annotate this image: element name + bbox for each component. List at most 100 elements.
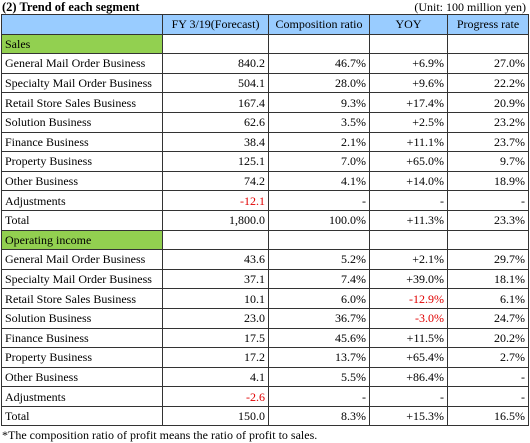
value-cell: - bbox=[447, 366, 529, 388]
value-cell: -2.6 bbox=[162, 386, 269, 407]
value-cell: +9.6% bbox=[369, 72, 448, 94]
header-cell: FY 3/19(Forecast) bbox=[162, 14, 269, 35]
value-cell: 5.5% bbox=[268, 366, 370, 388]
value-cell: 9.7% bbox=[447, 151, 529, 172]
value-cell: +11.5% bbox=[369, 327, 448, 349]
value-cell: 7.0% bbox=[268, 151, 370, 172]
value-cell: 167.4 bbox=[162, 92, 269, 113]
data-row: Solution Business 23.0 36.7% -3.0% 24.7% bbox=[1, 307, 529, 329]
value-cell: -12.9% bbox=[369, 288, 448, 309]
value-cell: 38.4 bbox=[162, 131, 269, 153]
empty-cell bbox=[268, 229, 370, 251]
value-cell: 36.7% bbox=[268, 307, 370, 329]
value-cell: 2.7% bbox=[447, 347, 529, 368]
value-cell: 46.7% bbox=[268, 53, 370, 74]
data-row: Other Business 74.2 4.1% +14.0% 18.9% bbox=[1, 170, 529, 192]
value-cell: 13.7% bbox=[268, 347, 370, 368]
data-row: Retail Store Sales Business 10.1 6.0% -12.9… bbox=[1, 288, 529, 309]
value-cell: 20.9% bbox=[447, 92, 529, 113]
section-title: (2) Trend of each segment bbox=[2, 0, 140, 14]
value-cell: +11.1% bbox=[369, 131, 448, 153]
empty-cell bbox=[268, 33, 370, 55]
value-cell: 6.0% bbox=[268, 288, 370, 309]
value-cell: 5.2% bbox=[268, 249, 370, 270]
section-label: Operating income bbox=[1, 229, 163, 251]
value-cell: 2.1% bbox=[268, 131, 370, 153]
value-cell: 7.4% bbox=[268, 268, 370, 290]
empty-cell bbox=[162, 33, 269, 55]
footnote: *The composition ratio of profit means t… bbox=[2, 428, 318, 442]
empty-cell bbox=[162, 229, 269, 251]
empty-cell bbox=[447, 33, 529, 55]
row-label: Solution Business bbox=[1, 111, 163, 133]
value-cell: 840.2 bbox=[162, 53, 269, 74]
value-cell: 20.2% bbox=[447, 327, 529, 349]
section-row: Operating income bbox=[1, 229, 529, 251]
unit-note: (Unit: 100 million yen) bbox=[414, 0, 526, 14]
data-row: Property Business 125.1 7.0% +65.0% 9.7% bbox=[1, 151, 529, 172]
row-label: Property Business bbox=[1, 347, 163, 368]
row-label: Total bbox=[1, 405, 163, 427]
value-cell: - bbox=[268, 190, 370, 211]
value-cell: 4.1% bbox=[268, 170, 370, 192]
empty-cell bbox=[369, 33, 448, 55]
value-cell: 45.6% bbox=[268, 327, 370, 349]
data-row: Finance Business 38.4 2.1% +11.1% 23.7% bbox=[1, 131, 529, 153]
value-cell: 37.1 bbox=[162, 268, 269, 290]
data-row: General Mail Order Business 43.6 5.2% +2.1%… bbox=[1, 249, 529, 270]
value-cell: - bbox=[447, 190, 529, 211]
row-label: Solution Business bbox=[1, 307, 163, 329]
data-row: Total 150.0 8.3% +15.3% 16.5% bbox=[1, 405, 529, 427]
data-row: Specialty Mail Order Business 504.1 28.0% +… bbox=[1, 72, 529, 94]
section-row: Sales bbox=[1, 33, 529, 55]
header-cell: Progress rate bbox=[447, 14, 529, 35]
value-cell: - bbox=[369, 190, 448, 211]
value-cell: 125.1 bbox=[162, 151, 269, 172]
row-label: Specialty Mail Order Business bbox=[1, 268, 163, 290]
value-cell: 18.1% bbox=[447, 268, 529, 290]
value-cell: - bbox=[268, 386, 370, 407]
value-cell: +86.4% bbox=[369, 366, 448, 388]
row-label: Finance Business bbox=[1, 131, 163, 153]
row-label: General Mail Order Business bbox=[1, 53, 163, 74]
data-row: Specialty Mail Order Business 37.1 7.4% +39… bbox=[1, 268, 529, 290]
row-label: Adjustments bbox=[1, 190, 163, 211]
data-row: Retail Store Sales Business 167.4 9.3% +17.… bbox=[1, 92, 529, 113]
row-label: Property Business bbox=[1, 151, 163, 172]
value-cell: +11.3% bbox=[369, 209, 448, 231]
value-cell: 17.2 bbox=[162, 347, 269, 368]
data-row: Property Business 17.2 13.7% +65.4% 2.7% bbox=[1, 347, 529, 368]
value-cell: 150.0 bbox=[162, 405, 269, 427]
value-cell: 29.7% bbox=[447, 249, 529, 270]
data-row: Other Business 4.1 5.5% +86.4% - bbox=[1, 366, 529, 388]
value-cell: 17.5 bbox=[162, 327, 269, 349]
data-row: Finance Business 17.5 45.6% +11.5% 20.2% bbox=[1, 327, 529, 349]
empty-cell bbox=[447, 229, 529, 251]
value-cell: 16.5% bbox=[447, 405, 529, 427]
value-cell: - bbox=[369, 386, 448, 407]
value-cell: +15.3% bbox=[369, 405, 448, 427]
value-cell: 23.3% bbox=[447, 209, 529, 231]
row-label: Other Business bbox=[1, 170, 163, 192]
value-cell: -12.1 bbox=[162, 190, 269, 211]
row-label: Retail Store Sales Business bbox=[1, 288, 163, 309]
header-cell: YOY bbox=[369, 14, 448, 35]
value-cell: 100.0% bbox=[268, 209, 370, 231]
value-cell: 10.1 bbox=[162, 288, 269, 309]
row-label: General Mail Order Business bbox=[1, 249, 163, 270]
value-cell: 23.2% bbox=[447, 111, 529, 133]
value-cell: +65.4% bbox=[369, 347, 448, 368]
value-cell: +6.9% bbox=[369, 53, 448, 74]
segment-table: FY 3/19(Forecast) Composition ratio YOY Pro… bbox=[1, 14, 529, 427]
row-label: Specialty Mail Order Business bbox=[1, 72, 163, 94]
value-cell: 8.3% bbox=[268, 405, 370, 427]
row-label: Adjustments bbox=[1, 386, 163, 407]
row-label: Finance Business bbox=[1, 327, 163, 349]
header-cell bbox=[1, 14, 163, 35]
empty-cell bbox=[369, 229, 448, 251]
value-cell: 24.7% bbox=[447, 307, 529, 329]
value-cell: 62.6 bbox=[162, 111, 269, 133]
value-cell: 4.1 bbox=[162, 366, 269, 388]
row-label: Other Business bbox=[1, 366, 163, 388]
